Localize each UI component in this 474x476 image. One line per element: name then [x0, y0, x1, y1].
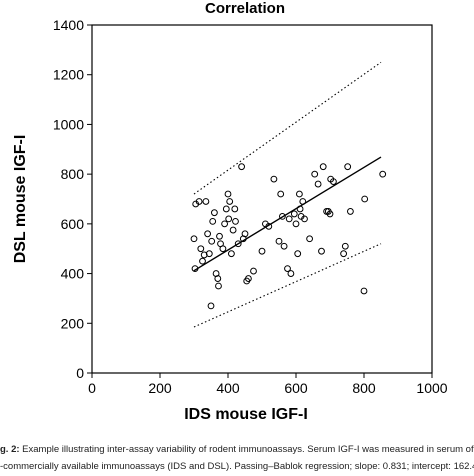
data-point	[221, 220, 229, 228]
scatter-chart: Correlation DSL mouse IGF-I IDS mouse IG…	[12, 0, 448, 423]
y-axis-label: DSL mouse IGF-I	[12, 135, 29, 264]
data-point	[290, 210, 298, 218]
data-point	[222, 205, 230, 213]
data-point	[265, 222, 273, 230]
data-points	[190, 163, 387, 310]
data-point	[270, 175, 278, 183]
data-point	[258, 247, 266, 255]
data-point	[296, 205, 304, 213]
data-point	[225, 215, 233, 223]
data-point	[199, 257, 206, 265]
caption-line-2: -commercially available immunoassays (ID…	[0, 461, 474, 472]
chart-title: Correlation	[205, 0, 285, 17]
data-point	[214, 275, 222, 282]
y-axis-ticks: 0 200 400 600 800 1000 1200 1400	[53, 17, 92, 381]
data-point	[190, 235, 198, 243]
y-tick-label: 600	[61, 216, 85, 232]
x-tick-label: 600	[284, 380, 308, 396]
data-point	[347, 208, 354, 215]
caption-line-1: Example illustrating inter-assay variabi…	[22, 444, 474, 455]
data-point	[279, 213, 286, 220]
figure-caption: g. 2: Example illustrating inter-assay v…	[0, 444, 474, 455]
data-point	[250, 267, 257, 275]
data-point	[207, 302, 215, 310]
data-point	[219, 245, 227, 253]
data-point	[229, 226, 237, 234]
data-point	[314, 180, 322, 188]
y-tick-label: 1400	[53, 17, 84, 33]
data-point	[245, 275, 252, 282]
figure-caption-continued: -commercially available immunoassays (ID…	[0, 461, 474, 472]
data-point	[228, 250, 235, 258]
data-point	[224, 190, 232, 198]
regression-line	[193, 156, 382, 272]
data-point	[215, 282, 222, 290]
data-point	[202, 198, 210, 205]
x-tick-label: 1000	[416, 380, 447, 396]
data-point	[361, 195, 369, 203]
data-point	[294, 250, 302, 258]
data-point	[205, 250, 213, 258]
data-point	[311, 170, 319, 178]
data-point	[285, 215, 293, 223]
data-point	[284, 265, 291, 273]
data-point	[277, 190, 285, 198]
data-point	[195, 198, 203, 205]
data-point	[234, 240, 242, 248]
data-point	[216, 232, 223, 240]
data-point	[296, 190, 303, 198]
data-point	[341, 242, 349, 250]
confidence-band	[193, 61, 382, 328]
data-point	[204, 230, 212, 238]
data-point	[209, 217, 217, 225]
data-point	[379, 170, 387, 178]
data-point	[231, 205, 239, 213]
data-point	[238, 163, 246, 171]
data-point	[280, 242, 288, 250]
data-point	[319, 163, 327, 171]
data-point	[299, 198, 307, 205]
y-tick-label: 1200	[53, 67, 84, 83]
band-lower-line	[193, 243, 382, 328]
regression-line-group	[193, 156, 382, 272]
data-point	[306, 235, 314, 243]
data-point	[211, 209, 218, 217]
y-tick-label: 800	[61, 166, 85, 182]
caption-prefix: g. 2:	[0, 444, 20, 455]
data-point	[197, 245, 205, 253]
y-tick-label: 200	[61, 315, 85, 331]
x-tick-label: 800	[352, 380, 376, 396]
data-point	[318, 247, 325, 255]
y-tick-label: 1000	[53, 116, 84, 132]
x-tick-label: 0	[88, 380, 96, 396]
data-point	[360, 287, 368, 295]
data-point	[241, 230, 249, 238]
x-axis-ticks: 0 200 400 600 800 1000	[88, 373, 448, 396]
data-point	[226, 198, 234, 205]
data-point	[191, 265, 199, 273]
data-point	[292, 220, 300, 228]
data-point	[330, 178, 337, 186]
plot-area	[91, 24, 433, 374]
x-tick-label: 200	[148, 380, 172, 396]
data-point	[301, 215, 308, 223]
data-point	[326, 210, 334, 218]
data-point	[287, 270, 295, 277]
y-tick-label: 400	[61, 266, 85, 282]
y-tick-label: 0	[76, 365, 84, 381]
x-tick-label: 400	[216, 380, 240, 396]
x-axis-label: IDS mouse IGF-I	[184, 406, 308, 423]
data-point	[208, 237, 216, 245]
data-point	[344, 163, 352, 171]
data-point	[275, 237, 283, 245]
data-point	[232, 217, 239, 225]
data-point	[340, 250, 348, 258]
